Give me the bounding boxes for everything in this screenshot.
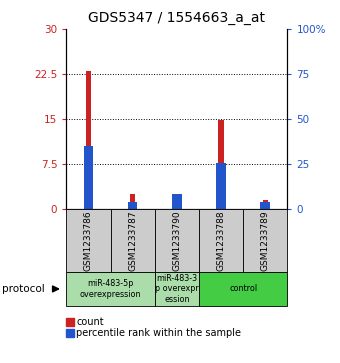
Text: miR-483-5p
overexpression: miR-483-5p overexpression (80, 279, 141, 299)
Text: percentile rank within the sample: percentile rank within the sample (76, 327, 241, 338)
Bar (128, 201, 137, 209)
Title: GDS5347 / 1554663_a_at: GDS5347 / 1554663_a_at (88, 11, 265, 25)
Bar (262, 200, 268, 209)
Bar (174, 197, 180, 209)
Bar (260, 203, 270, 209)
Text: GSM1233789: GSM1233789 (261, 210, 270, 271)
Bar (218, 120, 224, 209)
Text: miR-483-3
p overexpr
ession: miR-483-3 p overexpr ession (155, 274, 199, 304)
Text: GSM1233788: GSM1233788 (217, 210, 225, 271)
Text: protocol: protocol (2, 284, 45, 294)
Bar (84, 146, 93, 209)
Text: GSM1233787: GSM1233787 (128, 210, 137, 271)
Bar (130, 194, 135, 209)
Text: GSM1233786: GSM1233786 (84, 210, 93, 271)
Bar (86, 71, 91, 209)
Text: GSM1233790: GSM1233790 (172, 210, 181, 271)
Bar (172, 194, 182, 209)
Text: count: count (76, 317, 104, 327)
Bar (216, 163, 226, 209)
Text: control: control (229, 285, 257, 293)
